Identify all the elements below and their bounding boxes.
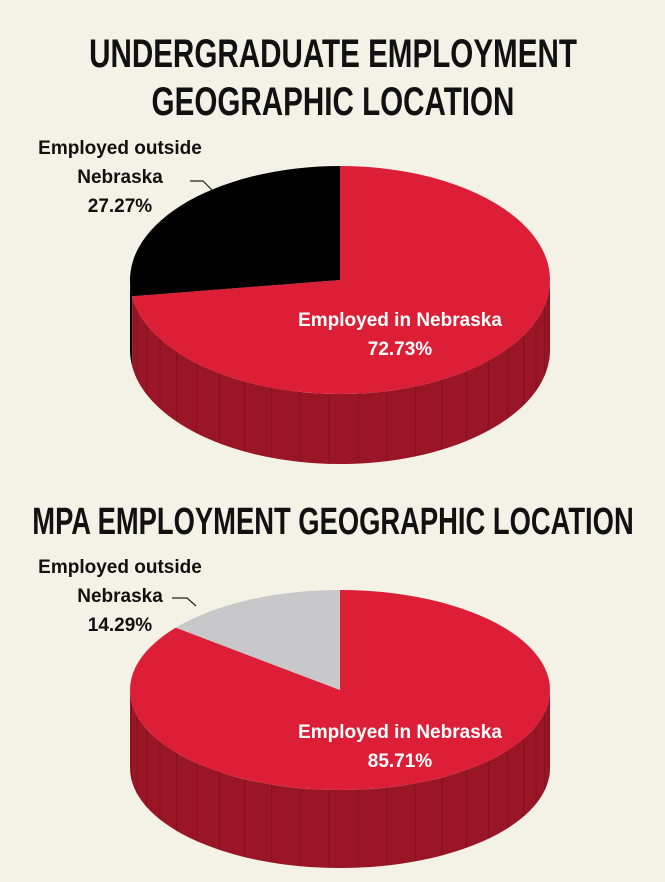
chart-title: UNDERGRADUATE EMPLOYMENT GEOGRAPHIC LOCA… <box>89 32 577 124</box>
pie-slice <box>129 590 550 790</box>
label-value: 72.73% <box>367 339 433 360</box>
pie-side <box>130 690 550 868</box>
slice-label: Employed outside Nebraska 14.29% <box>20 553 220 640</box>
label-category: Employed outside Nebraska <box>38 138 202 188</box>
label-category: Employed in Nebraska <box>298 722 502 743</box>
slice-label: Employed in Nebraska 85.71% <box>250 718 550 776</box>
label-value: 27.27% <box>87 196 153 217</box>
label-value: 14.29% <box>87 615 153 636</box>
pie-side <box>130 280 133 367</box>
pie-slice <box>130 166 340 297</box>
pie-slice <box>132 166 551 394</box>
chart-title: MPA EMPLOYMENT GEOGRAPHIC LOCATION <box>32 501 634 543</box>
leader-line <box>190 180 213 191</box>
slice-label: Employed in Nebraska 72.73% <box>250 306 550 364</box>
label-category: Employed in Nebraska <box>298 310 502 331</box>
leader-line <box>172 597 197 607</box>
label-value: 85.71% <box>367 751 433 772</box>
pie-side <box>132 280 550 464</box>
label-category: Employed outside Nebraska <box>38 557 202 607</box>
slice-label: Employed outside Nebraska 27.27% <box>20 134 220 221</box>
pie-slice <box>175 590 340 690</box>
